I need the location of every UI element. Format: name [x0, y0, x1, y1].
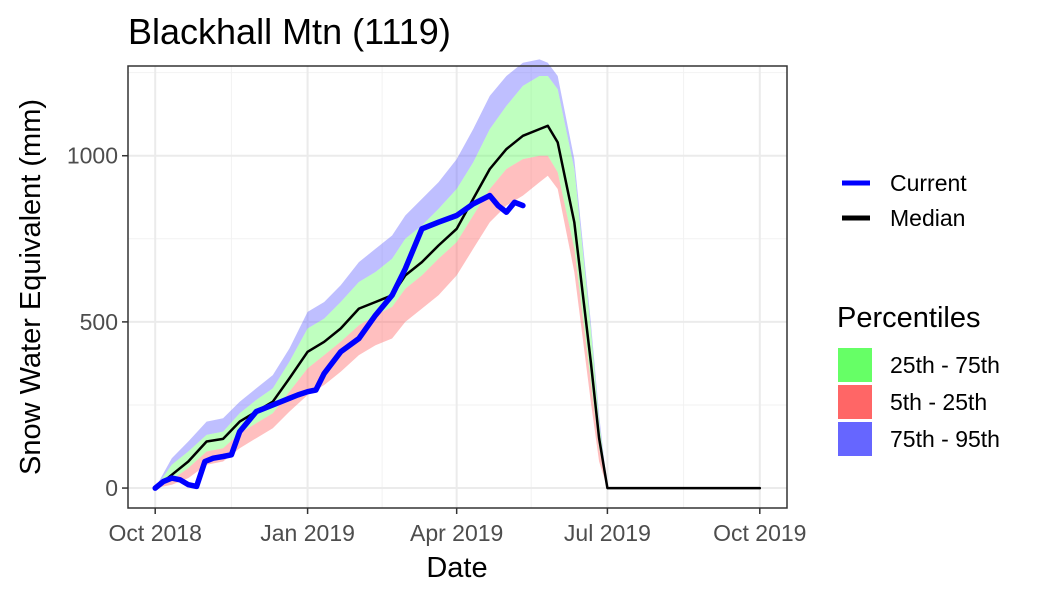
legend-swatch-25th-75th — [838, 348, 872, 382]
band-25th-75th — [155, 76, 760, 489]
x-tick-label: Jul 2019 — [564, 520, 651, 546]
y-tick-label: 0 — [105, 475, 118, 501]
legend-label-percentile: 75th - 95th — [890, 426, 1000, 452]
legend-lines: Current Median — [842, 170, 967, 231]
y-tick-label: 1000 — [67, 143, 118, 169]
chart-title: Blackhall Mtn (1119) — [128, 11, 451, 52]
legend-label-current: Current — [890, 170, 967, 196]
x-tick-label: Oct 2019 — [713, 520, 806, 546]
band-5th-25th — [155, 155, 760, 489]
x-tick-label: Oct 2018 — [109, 520, 202, 546]
legend-label-median: Median — [890, 205, 965, 231]
x-tick-label: Apr 2019 — [410, 520, 503, 546]
y-axis-title: Snow Water Equivalent (mm) — [15, 99, 47, 475]
series-line-median — [153, 124, 762, 490]
y-axis-ticks: 0 500 1000 — [67, 143, 128, 501]
x-axis-title: Date — [426, 552, 487, 584]
legend-percentiles-title: Percentiles — [837, 302, 980, 334]
x-tick-label: Jan 2019 — [260, 520, 355, 546]
legend-swatch-5th-25th — [838, 385, 872, 419]
legend-label-percentile: 25th - 75th — [890, 352, 1000, 378]
legend-label-percentile: 5th - 25th — [890, 389, 987, 415]
legend-percentiles: 25th - 75th 5th - 25th 75th - 95th — [838, 348, 1000, 456]
series-line-current — [152, 192, 526, 491]
percentile-bands — [155, 59, 760, 489]
x-axis-ticks: Oct 2018 Jan 2019 Apr 2019 Jul 2019 Oct 2019 — [109, 508, 806, 546]
plot-border — [127, 65, 788, 509]
legend-swatch-75th-95th — [838, 422, 872, 456]
grid-layer — [128, 66, 787, 508]
y-tick-label: 500 — [80, 309, 118, 335]
series-lines — [152, 124, 762, 491]
